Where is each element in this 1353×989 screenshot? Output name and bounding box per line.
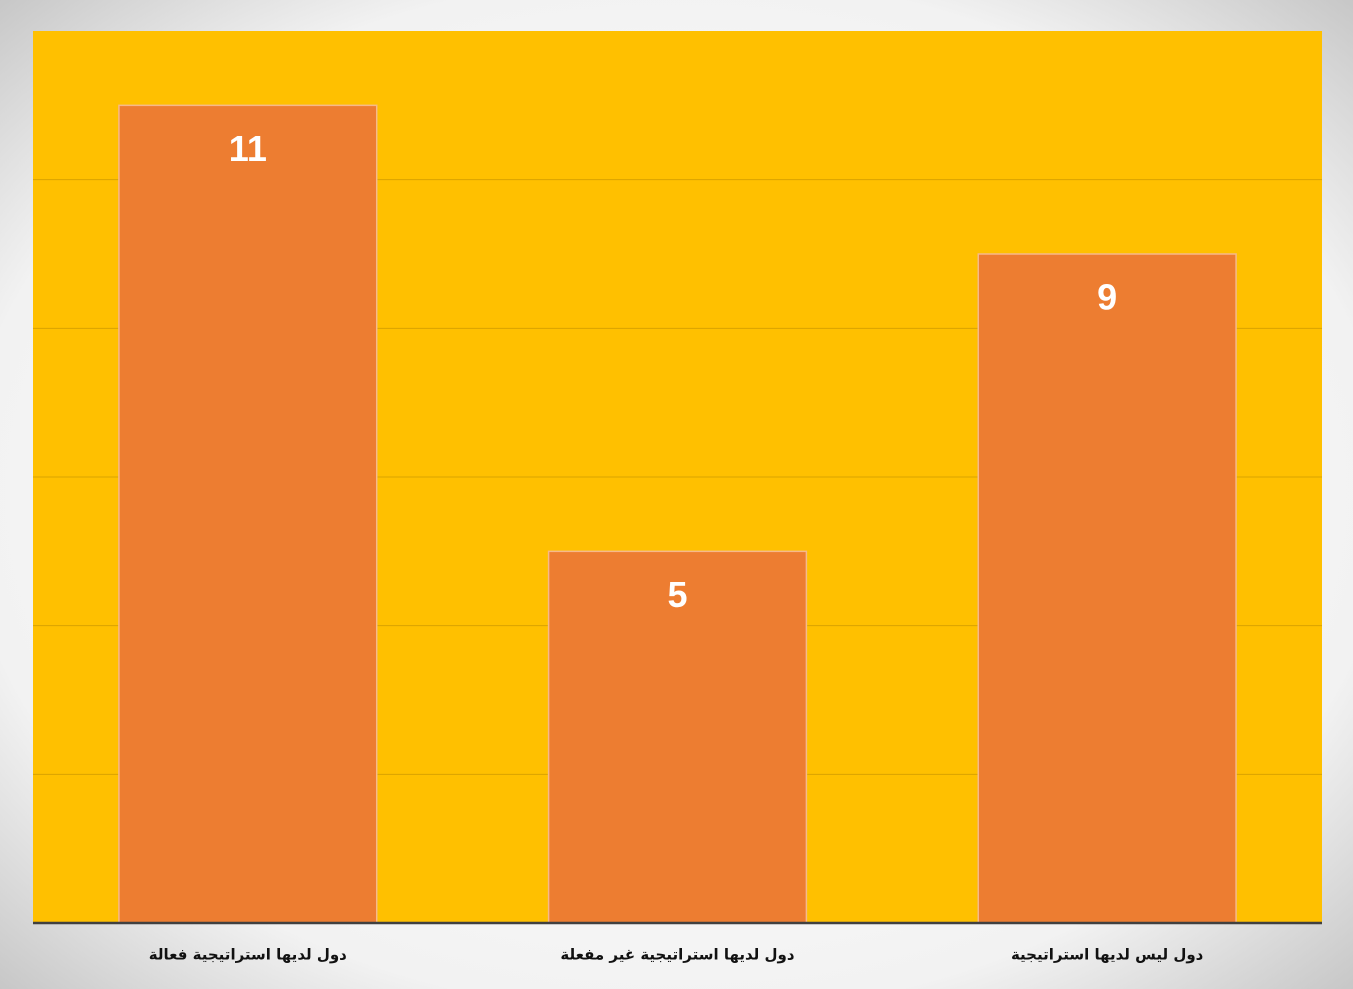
bar	[547, 550, 808, 924]
data-label: 5	[667, 574, 687, 615]
bar	[977, 253, 1237, 924]
bar	[118, 104, 378, 924]
data-label: 9	[1097, 277, 1117, 318]
x-tick-label: دول لديها استراتيجية غير مفعلة	[560, 946, 794, 964]
x-tick-label: دول لديها استراتيجية فعالة	[149, 946, 347, 964]
data-label: 11	[229, 128, 267, 169]
x-tick-label: دول ليس لديها استراتيجية	[1011, 946, 1204, 964]
